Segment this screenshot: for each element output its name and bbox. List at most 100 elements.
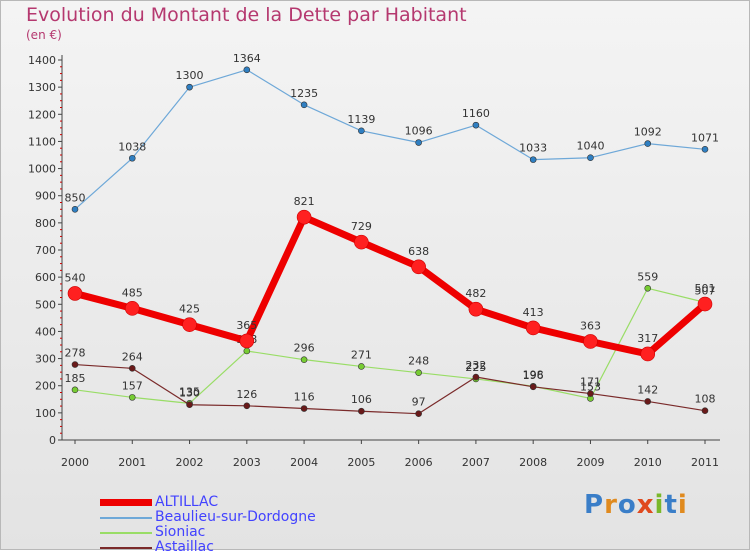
data-label: 540 (65, 271, 86, 284)
data-point (354, 234, 369, 250)
x-tick-label: 2005 (347, 456, 375, 469)
data-point (640, 346, 656, 362)
series-line-altillac (74, 213, 708, 358)
data-point (67, 286, 83, 301)
data-label: 1364 (233, 52, 261, 65)
data-point (468, 301, 484, 317)
y-tick-label: 200 (35, 380, 56, 393)
x-tick-label: 2006 (405, 456, 433, 469)
data-point (358, 407, 365, 415)
data-point (644, 284, 652, 292)
data-point (71, 386, 79, 394)
series-line-astaillac (74, 363, 706, 415)
data-point (300, 405, 308, 412)
data-point (415, 139, 422, 146)
x-tick-label: 2010 (634, 456, 662, 469)
x-tick-label: 2000 (61, 456, 89, 469)
data-label: 638 (408, 245, 429, 258)
data-point (529, 156, 537, 163)
y-tick-label: 400 (35, 325, 56, 338)
data-label: 559 (637, 270, 658, 283)
data-point (587, 154, 594, 162)
data-label: 1300 (176, 69, 204, 82)
x-tick-label: 2004 (290, 456, 318, 469)
data-label: 1038 (118, 140, 146, 153)
data-point (243, 402, 251, 410)
data-point (300, 101, 308, 109)
data-label: 729 (351, 220, 372, 233)
data-point (697, 296, 713, 312)
data-label: 482 (465, 287, 486, 300)
data-label: 153 (580, 380, 601, 393)
data-label: 126 (236, 388, 257, 401)
y-tick-label: 1400 (28, 54, 56, 67)
series-line-sioniac (74, 287, 706, 404)
data-point (128, 365, 136, 372)
chart-subtitle: (en €) (26, 28, 62, 42)
data-point (701, 146, 709, 153)
data-point (701, 407, 709, 414)
data-label: 1092 (634, 126, 662, 139)
data-label: 106 (351, 393, 372, 406)
data-point (71, 205, 79, 213)
data-label: 232 (465, 359, 486, 372)
data-label: 485 (122, 286, 143, 299)
data-point (186, 83, 193, 91)
data-point (358, 363, 365, 370)
data-point (644, 140, 652, 147)
data-label: 1160 (462, 107, 490, 120)
data-point (472, 121, 480, 129)
y-tick-label: 300 (35, 353, 56, 366)
data-point (415, 410, 422, 417)
legend-label-sioniac: Sioniac (155, 524, 206, 540)
data-point (587, 390, 594, 397)
data-point (411, 259, 426, 275)
data-label: 1033 (519, 142, 547, 155)
data-point (644, 398, 652, 405)
data-label: 248 (408, 355, 429, 368)
x-tick-label: 2001 (118, 456, 146, 469)
data-point (525, 320, 541, 336)
y-tick-label: 100 (35, 407, 56, 420)
legend-swatch-altillac (100, 499, 152, 506)
data-label: 1139 (347, 113, 375, 126)
data-point (358, 127, 365, 135)
y-tick-label: 1000 (28, 163, 56, 176)
data-point (296, 209, 312, 225)
data-label: 413 (523, 306, 544, 319)
legend-swatch-astaillac (100, 547, 152, 549)
data-label: 425 (179, 303, 200, 316)
data-label: 97 (412, 396, 426, 409)
data-label: 1096 (405, 125, 433, 138)
x-tick-label: 2007 (462, 456, 490, 469)
data-label: 821 (294, 195, 315, 208)
y-tick-label: 1200 (28, 108, 56, 121)
data-point (182, 317, 197, 332)
data-label: 135 (179, 385, 200, 398)
data-point (300, 356, 308, 363)
data-point (243, 66, 251, 74)
data-label: 264 (122, 350, 143, 363)
data-point (71, 361, 79, 368)
data-label: 501 (695, 282, 716, 295)
data-point (415, 369, 422, 376)
data-point (124, 301, 140, 316)
data-label: 1235 (290, 87, 318, 100)
data-label: 198 (523, 368, 544, 381)
data-label: 185 (65, 372, 86, 385)
y-tick-label: 1100 (28, 135, 56, 148)
data-point (128, 154, 136, 162)
chart-title: Evolution du Montant de la Dette par Hab… (26, 4, 467, 26)
data-label: 157 (122, 379, 143, 392)
proxiti-logo: Proxiti (584, 490, 688, 520)
data-label: 365 (236, 319, 257, 332)
data-point (583, 334, 598, 349)
legend-label-altillac: ALTILLAC (155, 494, 219, 510)
y-tick-label: 800 (35, 217, 56, 230)
data-label: 271 (351, 348, 372, 361)
data-label: 296 (294, 342, 315, 355)
data-label: 108 (695, 393, 716, 406)
data-label: 1071 (691, 131, 719, 144)
